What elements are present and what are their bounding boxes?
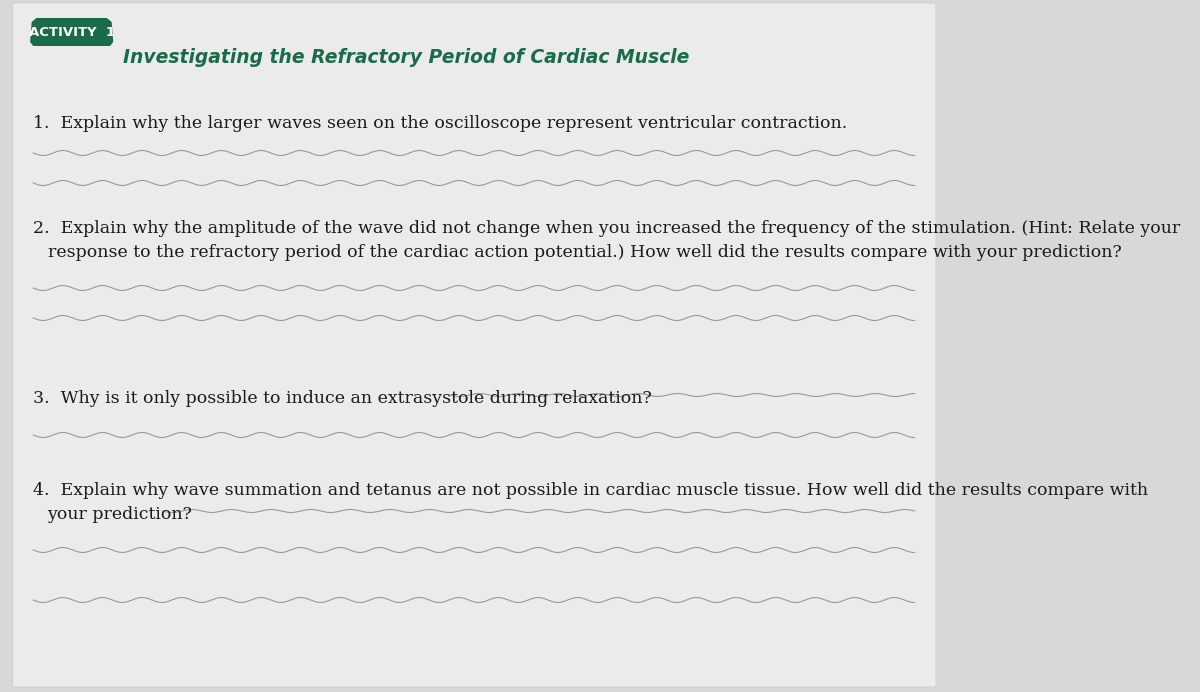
- Text: 3.  Why is it only possible to induce an extrasystole during relaxation?: 3. Why is it only possible to induce an …: [34, 390, 652, 407]
- Polygon shape: [30, 18, 113, 46]
- FancyBboxPatch shape: [13, 3, 936, 687]
- Text: 2.  Explain why the amplitude of the wave did not change when you increased the : 2. Explain why the amplitude of the wave…: [34, 220, 1181, 237]
- Text: response to the refractory period of the cardiac action potential.) How well did: response to the refractory period of the…: [48, 244, 1121, 261]
- Text: 1.  Explain why the larger waves seen on the oscilloscope represent ventricular : 1. Explain why the larger waves seen on …: [34, 115, 847, 132]
- Text: your prediction?: your prediction?: [48, 506, 192, 523]
- Text: 4.  Explain why wave summation and tetanus are not possible in cardiac muscle ti: 4. Explain why wave summation and tetanu…: [34, 482, 1148, 499]
- Text: ACTIVITY  1: ACTIVITY 1: [29, 26, 115, 39]
- Text: Investigating the Refractory Period of Cardiac Muscle: Investigating the Refractory Period of C…: [122, 48, 689, 67]
